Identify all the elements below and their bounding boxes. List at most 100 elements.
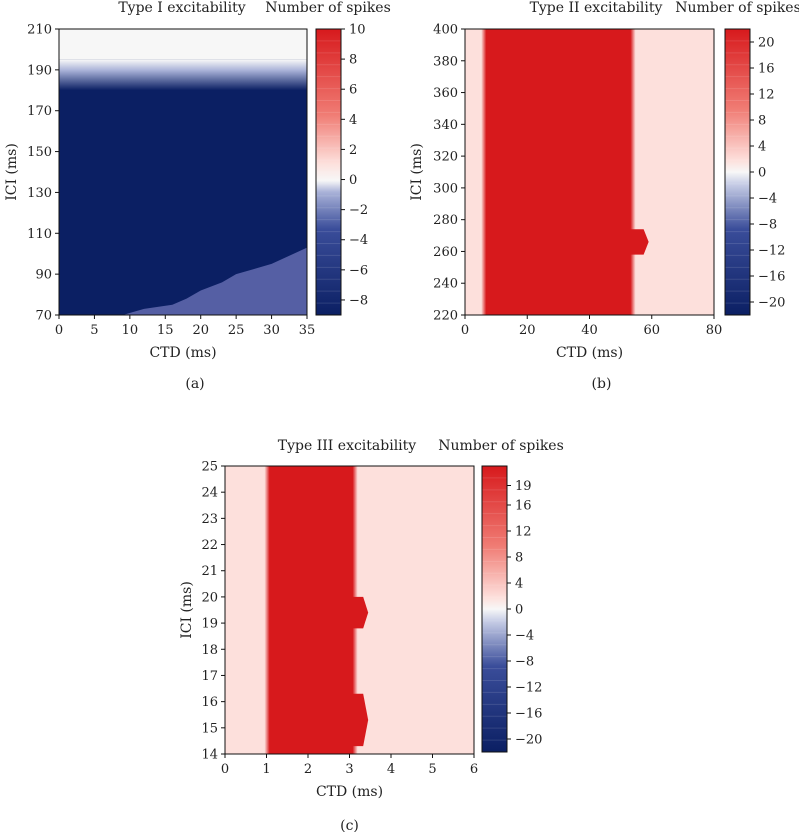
colorbar-title: Number of spikes xyxy=(265,0,391,16)
colorbar-tick-label: −12 xyxy=(758,244,785,259)
y-tick-label: 24 xyxy=(201,486,218,501)
y-tick-label: 380 xyxy=(433,54,458,69)
region-fading-transition xyxy=(59,59,307,91)
panel-title: Type II excitability xyxy=(530,0,663,16)
colorbar-tick-label: 12 xyxy=(515,525,532,540)
colorbar-tick-label: −20 xyxy=(515,733,542,748)
colorbar-tick-label: 0 xyxy=(758,166,766,181)
y-tick-label: 17 xyxy=(201,669,218,684)
y-tick-label: 220 xyxy=(433,309,458,324)
colorbar-tick-label: 8 xyxy=(758,114,766,129)
y-tick-label: 16 xyxy=(201,695,218,710)
x-tick-label: 20 xyxy=(192,323,209,338)
x-tick-label: 0 xyxy=(221,762,229,777)
colorbar-title: Number of spikes xyxy=(675,0,799,16)
y-tick-label: 210 xyxy=(27,23,52,38)
colorbar-tick-label: −8 xyxy=(349,293,368,308)
band-edge-left xyxy=(481,29,487,315)
colorbar xyxy=(725,29,750,315)
panel-caption: (b) xyxy=(592,376,612,392)
y-tick-label: 360 xyxy=(433,86,458,101)
x-tick-label: 0 xyxy=(461,323,469,338)
colorbar-tick-label: −4 xyxy=(515,629,534,644)
colorbar-tick-label: 0 xyxy=(515,603,523,618)
x-tick-label: 15 xyxy=(157,323,174,338)
heatmap xyxy=(59,29,308,315)
colorbar-tick-label: 8 xyxy=(515,551,523,566)
y-tick-label: 280 xyxy=(433,213,458,228)
x-axis-label: CTD (ms) xyxy=(556,345,623,361)
colorbar xyxy=(482,466,507,752)
x-tick-label: 1 xyxy=(262,762,270,777)
region-bump-0 xyxy=(352,596,369,629)
panel-caption: (a) xyxy=(185,376,204,392)
colorbar-tick-label: 10 xyxy=(349,23,366,38)
y-tick-label: 260 xyxy=(433,245,458,260)
x-tick-label: 60 xyxy=(643,323,660,338)
y-tick-label: 70 xyxy=(35,309,52,324)
y-tick-label: 20 xyxy=(201,590,218,605)
colorbar-tick-label: −6 xyxy=(349,263,368,278)
band-edge-right xyxy=(630,29,636,315)
y-tick-label: 23 xyxy=(201,512,218,527)
colorbar-tick-label: 6 xyxy=(349,83,357,98)
colorbar-tick-label: −4 xyxy=(758,192,777,207)
x-tick-label: 6 xyxy=(470,762,478,777)
y-tick-label: 170 xyxy=(27,104,52,119)
y-axis-label: ICI (ms) xyxy=(409,143,425,201)
x-tick-label: 40 xyxy=(581,323,598,338)
y-tick-label: 400 xyxy=(433,23,458,38)
y-tick-label: 110 xyxy=(27,227,52,242)
y-tick-label: 340 xyxy=(433,118,458,133)
x-tick-label: 0 xyxy=(55,323,63,338)
colorbar-tick-label: −16 xyxy=(758,270,785,285)
band-edge-left xyxy=(264,466,270,754)
colorbar-tick-label: 2 xyxy=(349,143,357,158)
panel-title: Type III excitability xyxy=(278,438,416,454)
x-tick-label: 5 xyxy=(90,323,98,338)
region-bump-0 xyxy=(630,229,649,255)
x-tick-label: 80 xyxy=(706,323,723,338)
colorbar-tick-label: −4 xyxy=(349,233,368,248)
y-tick-label: 25 xyxy=(201,460,218,475)
y-tick-label: 130 xyxy=(27,186,52,201)
panel-caption: (c) xyxy=(340,818,359,832)
panel-a: 0 5 10 15 20 25 30 357090110130150170190210CTD … xyxy=(4,0,391,392)
y-tick-label: 300 xyxy=(433,181,458,196)
colorbar-tick-label: −16 xyxy=(515,707,542,722)
x-axis-label: CTD (ms) xyxy=(149,345,216,361)
colorbar-tick-label: 12 xyxy=(758,88,775,103)
colorbar-tick-label: 19 xyxy=(515,479,532,494)
region-high-spike-band xyxy=(485,29,632,315)
y-tick-label: 15 xyxy=(201,721,218,736)
y-tick-label: 18 xyxy=(201,643,218,658)
colorbar-tick-label: 4 xyxy=(349,113,357,128)
heatmap xyxy=(465,29,714,315)
y-tick-label: 240 xyxy=(433,277,458,292)
y-tick-label: 22 xyxy=(201,538,218,553)
y-tick-label: 90 xyxy=(35,268,52,283)
y-tick-label: 150 xyxy=(27,145,52,160)
x-tick-label: 30 xyxy=(263,323,280,338)
colorbar-title: Number of spikes xyxy=(438,438,564,454)
y-axis-label: ICI (ms) xyxy=(179,581,195,639)
region-no-change xyxy=(59,29,307,60)
heatmap xyxy=(225,466,474,754)
colorbar-tick-label: 4 xyxy=(515,577,523,592)
colorbar-tick-label: 16 xyxy=(758,62,775,77)
colorbar-tick-label: 16 xyxy=(515,499,532,514)
panel-b: 0 20 40 60 80220240260280300320340360380400C… xyxy=(409,0,799,392)
region-partial-suppression-wedge xyxy=(122,247,308,315)
colorbar-tick-label: −8 xyxy=(515,655,534,670)
x-axis-label: CTD (ms) xyxy=(316,784,383,800)
y-tick-label: 21 xyxy=(201,564,218,579)
colorbar-tick-label: 4 xyxy=(758,140,766,155)
region-bump-1 xyxy=(352,693,369,747)
y-axis-label: ICI (ms) xyxy=(4,143,20,201)
y-tick-label: 320 xyxy=(433,150,458,165)
y-tick-label: 19 xyxy=(201,617,218,632)
plot-frame xyxy=(58,28,308,316)
x-tick-label: 3 xyxy=(345,762,353,777)
